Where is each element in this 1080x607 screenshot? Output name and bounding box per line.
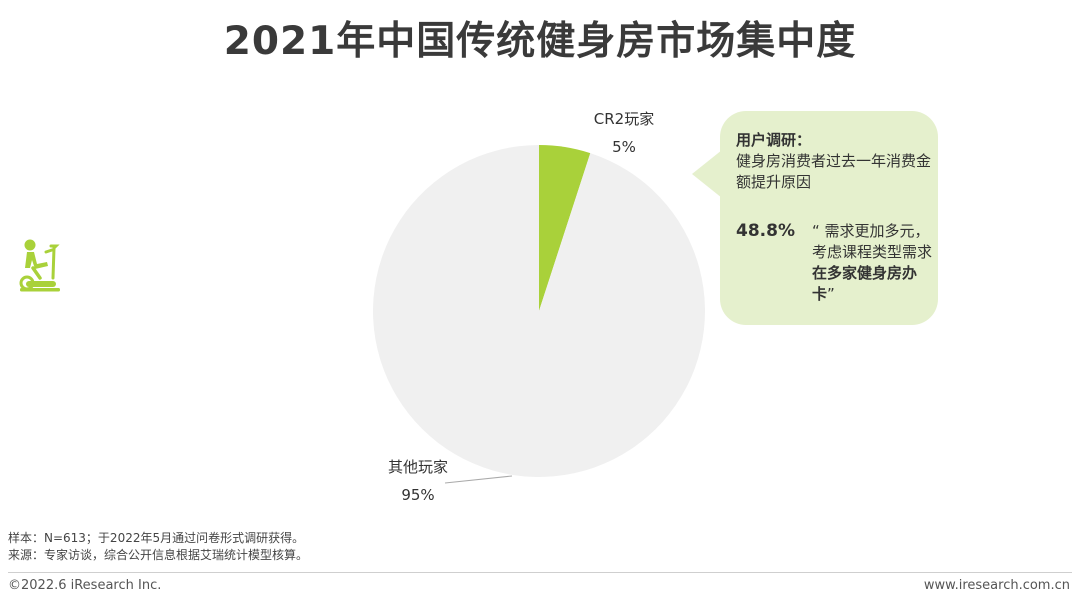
- callout-percent: 48.8%: [736, 221, 795, 241]
- callout-heading: 用户调研：: [736, 131, 812, 149]
- chart-title: 2021年中国传统健身房市场集中度: [223, 19, 857, 64]
- quote-end: ”: [827, 285, 835, 303]
- callout-subheading: 健身房消费者过去一年消费金额提升原因: [736, 152, 932, 191]
- footer-divider: [8, 572, 1072, 573]
- pie-slice-cr2: [539, 145, 591, 311]
- copyright-text: ©2022.6 iResearch Inc.: [8, 578, 162, 593]
- slice-label-cr2-value: 5%: [612, 138, 636, 156]
- slice-label-others-name: 其他玩家: [388, 458, 448, 476]
- callout-pointer: [692, 150, 722, 198]
- website-url: www.iresearch.com.cn: [923, 578, 1070, 593]
- quote-text: “ 需求更加多元，考虑课程类型需求: [812, 222, 933, 261]
- exercise-bike-icon: [18, 238, 62, 296]
- source-note: 来源：专家访谈，综合公开信息根据艾瑞统计模型核算。: [8, 548, 309, 562]
- sample-note: 样本：N=613；于2022年5月通过问卷形式调研获得。: [8, 531, 305, 545]
- pie-slices: [373, 145, 705, 477]
- pie-slice-others: [373, 145, 705, 477]
- survey-callout: 用户调研： 健身房消费者过去一年消费金额提升原因 48.8% “ 需求更加多元，…: [720, 111, 938, 325]
- quote-bold-text: 在多家健身房办卡: [812, 264, 918, 303]
- slice-label-others-value: 95%: [401, 486, 434, 504]
- label-leader-line: [444, 475, 513, 484]
- callout-quote: “ 需求更加多元，考虑课程类型需求在多家健身房办卡”: [812, 221, 932, 305]
- slice-label-cr2-name: CR2玩家: [594, 110, 654, 128]
